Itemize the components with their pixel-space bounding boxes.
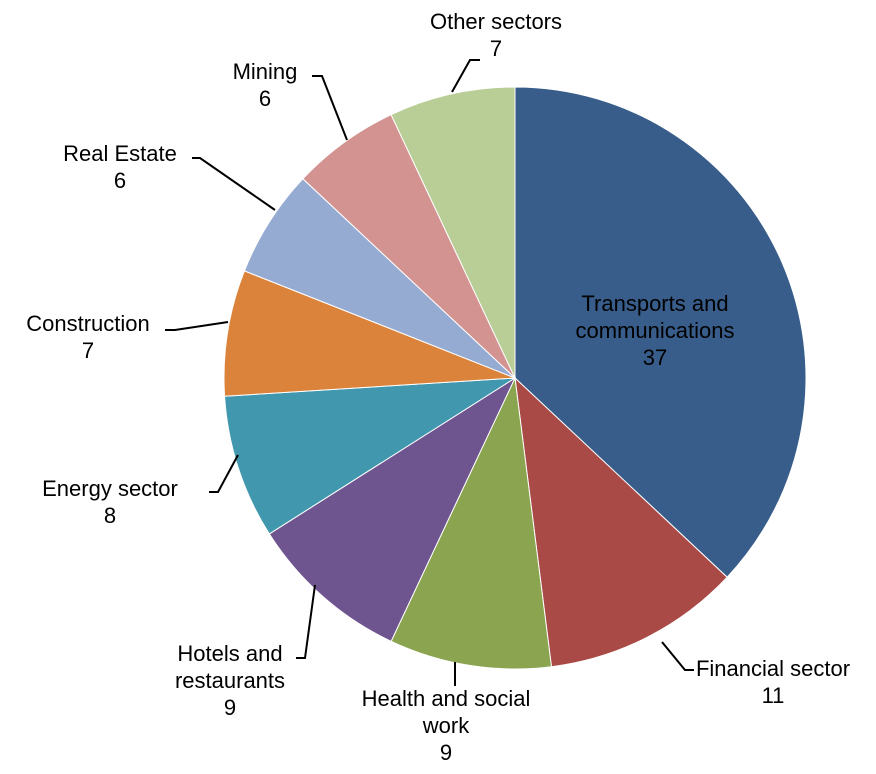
- slice-label: Construction 7: [3, 310, 173, 364]
- value-label: 9: [439, 740, 453, 765]
- category-label: Energy sector: [42, 476, 178, 501]
- category-label: Mining: [232, 59, 298, 84]
- value-label: 6: [258, 86, 272, 111]
- value-label: 8: [103, 503, 117, 528]
- pie-slice: [514, 376, 728, 668]
- pie-slice: [514, 86, 807, 578]
- leader-line: [451, 59, 480, 93]
- slice-label: Other sectors 7: [396, 8, 596, 62]
- category-label: Real Estate: [63, 141, 177, 166]
- category-label: Financial sector: [695, 656, 851, 681]
- leader-line: [165, 321, 229, 331]
- value-label: 7: [489, 36, 503, 61]
- leader-line: [661, 641, 694, 671]
- value-label: 6: [113, 168, 127, 193]
- value-label: 7: [81, 338, 95, 363]
- category-label: Construction: [26, 311, 150, 336]
- category-label: Hotels and restaurants: [174, 641, 286, 693]
- slice-label: Real Estate 6: [35, 140, 205, 194]
- category-label: Transports and communications: [575, 291, 735, 343]
- slice-label: Hotels and restaurants 9: [155, 640, 305, 721]
- leader-line: [296, 584, 316, 659]
- slice-label: Energy sector 8: [10, 475, 210, 529]
- pie-slice: [268, 376, 517, 642]
- category-label: Health and social work: [361, 686, 531, 738]
- slice-label: Health and social work 9: [339, 685, 554, 766]
- pie-slice: [223, 270, 516, 397]
- category-label: Other sectors: [429, 9, 563, 34]
- pie-slice: [224, 377, 516, 535]
- value-label: 11: [761, 683, 785, 708]
- pie-slice: [390, 376, 553, 670]
- slice-label: Transports and communications 37: [550, 290, 760, 371]
- leader-line: [192, 157, 276, 211]
- slice-label: Financial sector 11: [673, 655, 873, 709]
- leader-line: [312, 75, 348, 141]
- slice-label: Mining 6: [205, 58, 325, 112]
- leader-line: [209, 454, 239, 493]
- pie-slice: [390, 86, 516, 379]
- value-label: 9: [223, 695, 237, 720]
- value-label: 37: [642, 345, 668, 370]
